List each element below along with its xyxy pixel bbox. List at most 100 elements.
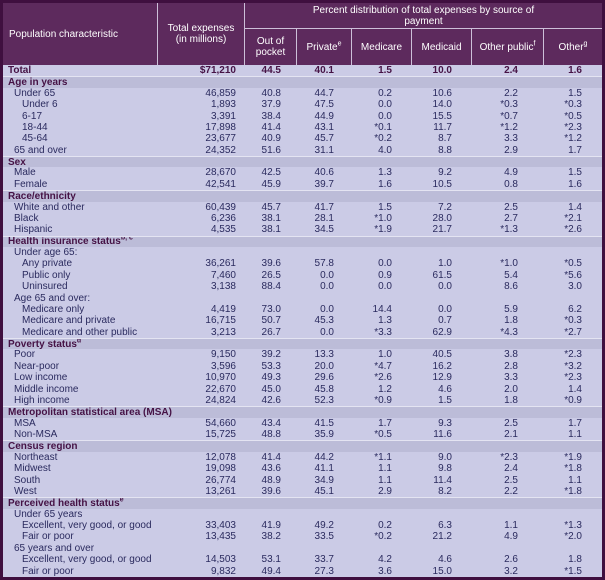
col-header-label: Medicare — [360, 41, 403, 53]
table-row: Midwest 19,098 43.6 41.1 1.1 9.8 2.4 *1.8 — [3, 463, 602, 474]
total-expenses-value: 6,236 — [210, 212, 236, 224]
table-row: MSA 54,660 43.4 41.5 1.7 9.3 2.5 1.7 — [3, 418, 602, 429]
table-row: Medicare and private 16,715 50.7 45.3 1.3 0.7… — [3, 315, 602, 326]
percent-value: 39.6 — [261, 485, 281, 497]
col-header-private: Privatee — [297, 29, 352, 65]
percent-value: 49.2 — [314, 520, 334, 531]
row-label: Health insurance statusb, c — [8, 236, 133, 247]
total-expenses-value: 13,435 — [205, 531, 236, 543]
total-expenses-value: 36,261 — [205, 258, 236, 270]
percent-value: 1.0 — [378, 349, 392, 361]
percent-value: 1.5 — [568, 87, 582, 99]
percent-value: *1.0 — [374, 212, 392, 224]
percent-value: 5.9 — [504, 303, 518, 315]
col-header-medicaid: Medicaid — [412, 29, 472, 65]
row-label: Age in years — [8, 76, 68, 88]
percent-value: 1.6 — [378, 178, 392, 190]
row-label: Middle income — [14, 383, 79, 395]
total-expenses-value: 22,670 — [205, 383, 236, 395]
col-header-out-of-pocket: Out of pocket — [245, 29, 297, 65]
footnote-marker: d — [76, 338, 82, 345]
percent-value: 0.2 — [378, 87, 392, 99]
percent-value: 1.8 — [504, 315, 518, 327]
total-expenses-value: 7,460 — [210, 269, 236, 281]
total-expenses-value: 10,970 — [205, 372, 236, 384]
percent-value: 9.0 — [438, 451, 452, 463]
percent-value: 88.4 — [261, 281, 281, 293]
percent-value: 14.0 — [432, 99, 452, 111]
row-label: 18-44 — [22, 121, 48, 133]
percent-value: 4.6 — [438, 554, 452, 566]
percent-value: 0.0 — [378, 258, 392, 270]
percent-value: 9.3 — [438, 417, 452, 429]
percent-value: 45.8 — [314, 383, 334, 395]
total-expenses-value: 46,859 — [205, 87, 236, 99]
table-row: Middle income 22,670 45.0 45.8 1.2 4.6 2.0 1.4 — [3, 384, 602, 395]
table-row: Low income 10,970 49.3 29.6 *2.6 12.9 3.3 *2.3 — [3, 372, 602, 383]
table-row: Under 65 46,859 40.8 44.7 0.2 10.6 2.2 1.5 — [3, 88, 602, 99]
percent-value: 0.0 — [438, 281, 452, 293]
percent-value: 2.6 — [504, 554, 518, 566]
section-row: Census region — [3, 440, 602, 452]
percent-value: 0.0 — [378, 110, 392, 122]
percent-value: *0.1 — [374, 121, 392, 133]
percent-value: 1.5 — [378, 65, 392, 76]
total-expenses-value: 13,261 — [205, 485, 236, 497]
total-expenses-value: 12,078 — [205, 451, 236, 463]
row-label: Medicare only — [22, 303, 85, 315]
percent-value: 7.2 — [438, 201, 452, 213]
subheader-row: Under 65 years — [3, 509, 602, 520]
percent-value: 3.0 — [568, 281, 582, 293]
percent-value: 1.6 — [568, 65, 582, 76]
row-label: 65 and over — [14, 144, 67, 156]
percent-value: 1.7 — [568, 417, 582, 429]
percent-value: 38.4 — [261, 110, 281, 122]
subheader-row: Under age 65: — [3, 247, 602, 258]
percent-value: 3.3 — [504, 372, 518, 384]
percent-value: *1.3 — [564, 520, 582, 531]
percent-value: 44.2 — [314, 451, 334, 463]
payment-source-column-headers: Out of pocket Privatee Medicare Medicaid Oth… — [245, 29, 602, 65]
row-label: Excellent, very good, or good — [22, 554, 152, 566]
total-expenses-value: 9,832 — [210, 565, 236, 577]
percent-value: 6.2 — [568, 303, 582, 315]
footnote-marker: b, c — [120, 236, 133, 242]
table-row: West 13,261 39.6 45.1 2.9 8.2 2.2 *1.8 — [3, 486, 602, 497]
percent-value: 2.4 — [504, 65, 518, 76]
percent-value: 41.9 — [261, 520, 281, 531]
percent-value: 10.6 — [432, 87, 452, 99]
percent-value: *2.3 — [564, 121, 582, 133]
percent-value: *0.9 — [564, 394, 582, 406]
table-row: Near-poor 3,596 53.3 20.0 *4.7 16.2 2.8 *3.2 — [3, 361, 602, 372]
table-row: 18-44 17,898 41.4 43.1 *0.1 11.7 *1.2 *2.3 — [3, 122, 602, 133]
percent-value: 52.3 — [314, 394, 334, 406]
percent-value: 34.5 — [314, 224, 334, 236]
total-expenses-label: Total expenses (in millions) — [167, 23, 235, 45]
percent-value: 0.0 — [378, 99, 392, 111]
table-row: Female 42,541 45.9 39.7 1.6 10.5 0.8 1.6 — [3, 179, 602, 190]
percent-value: 57.8 — [314, 258, 334, 270]
percent-value: *0.2 — [374, 531, 392, 543]
percent-value: 51.6 — [261, 144, 281, 156]
percent-value: 49.3 — [261, 372, 281, 384]
percent-value: 8.8 — [438, 144, 452, 156]
percent-value: *0.3 — [564, 99, 582, 111]
percent-value: 11.7 — [433, 121, 452, 133]
col-header-label: Other publicf — [479, 40, 536, 53]
table-row: South 26,774 48.9 34.9 1.1 11.4 2.5 1.1 — [3, 475, 602, 486]
percent-value: 48.8 — [261, 429, 281, 440]
table-row: 65 and over 24,352 51.6 31.1 4.0 8.8 2.9 1.7 — [3, 145, 602, 156]
row-label: Census region — [8, 440, 78, 452]
total-expenses-value: 3,138 — [210, 281, 236, 293]
row-label: Race/ethnicity — [8, 190, 76, 202]
total-expenses-value: 23,677 — [205, 133, 236, 145]
percent-value: 39.2 — [261, 349, 281, 361]
row-label: West — [14, 485, 37, 497]
percent-value: 15.0 — [432, 565, 452, 577]
percent-value: *1.1 — [374, 451, 392, 463]
section-row: Metropolitan statistical area (MSA) — [3, 406, 602, 418]
percent-value: 43.1 — [314, 121, 334, 133]
percent-value: 37.9 — [261, 99, 281, 111]
table-row: Public only 7,460 26.5 0.0 0.9 61.5 5.4 *5.6 — [3, 270, 602, 281]
